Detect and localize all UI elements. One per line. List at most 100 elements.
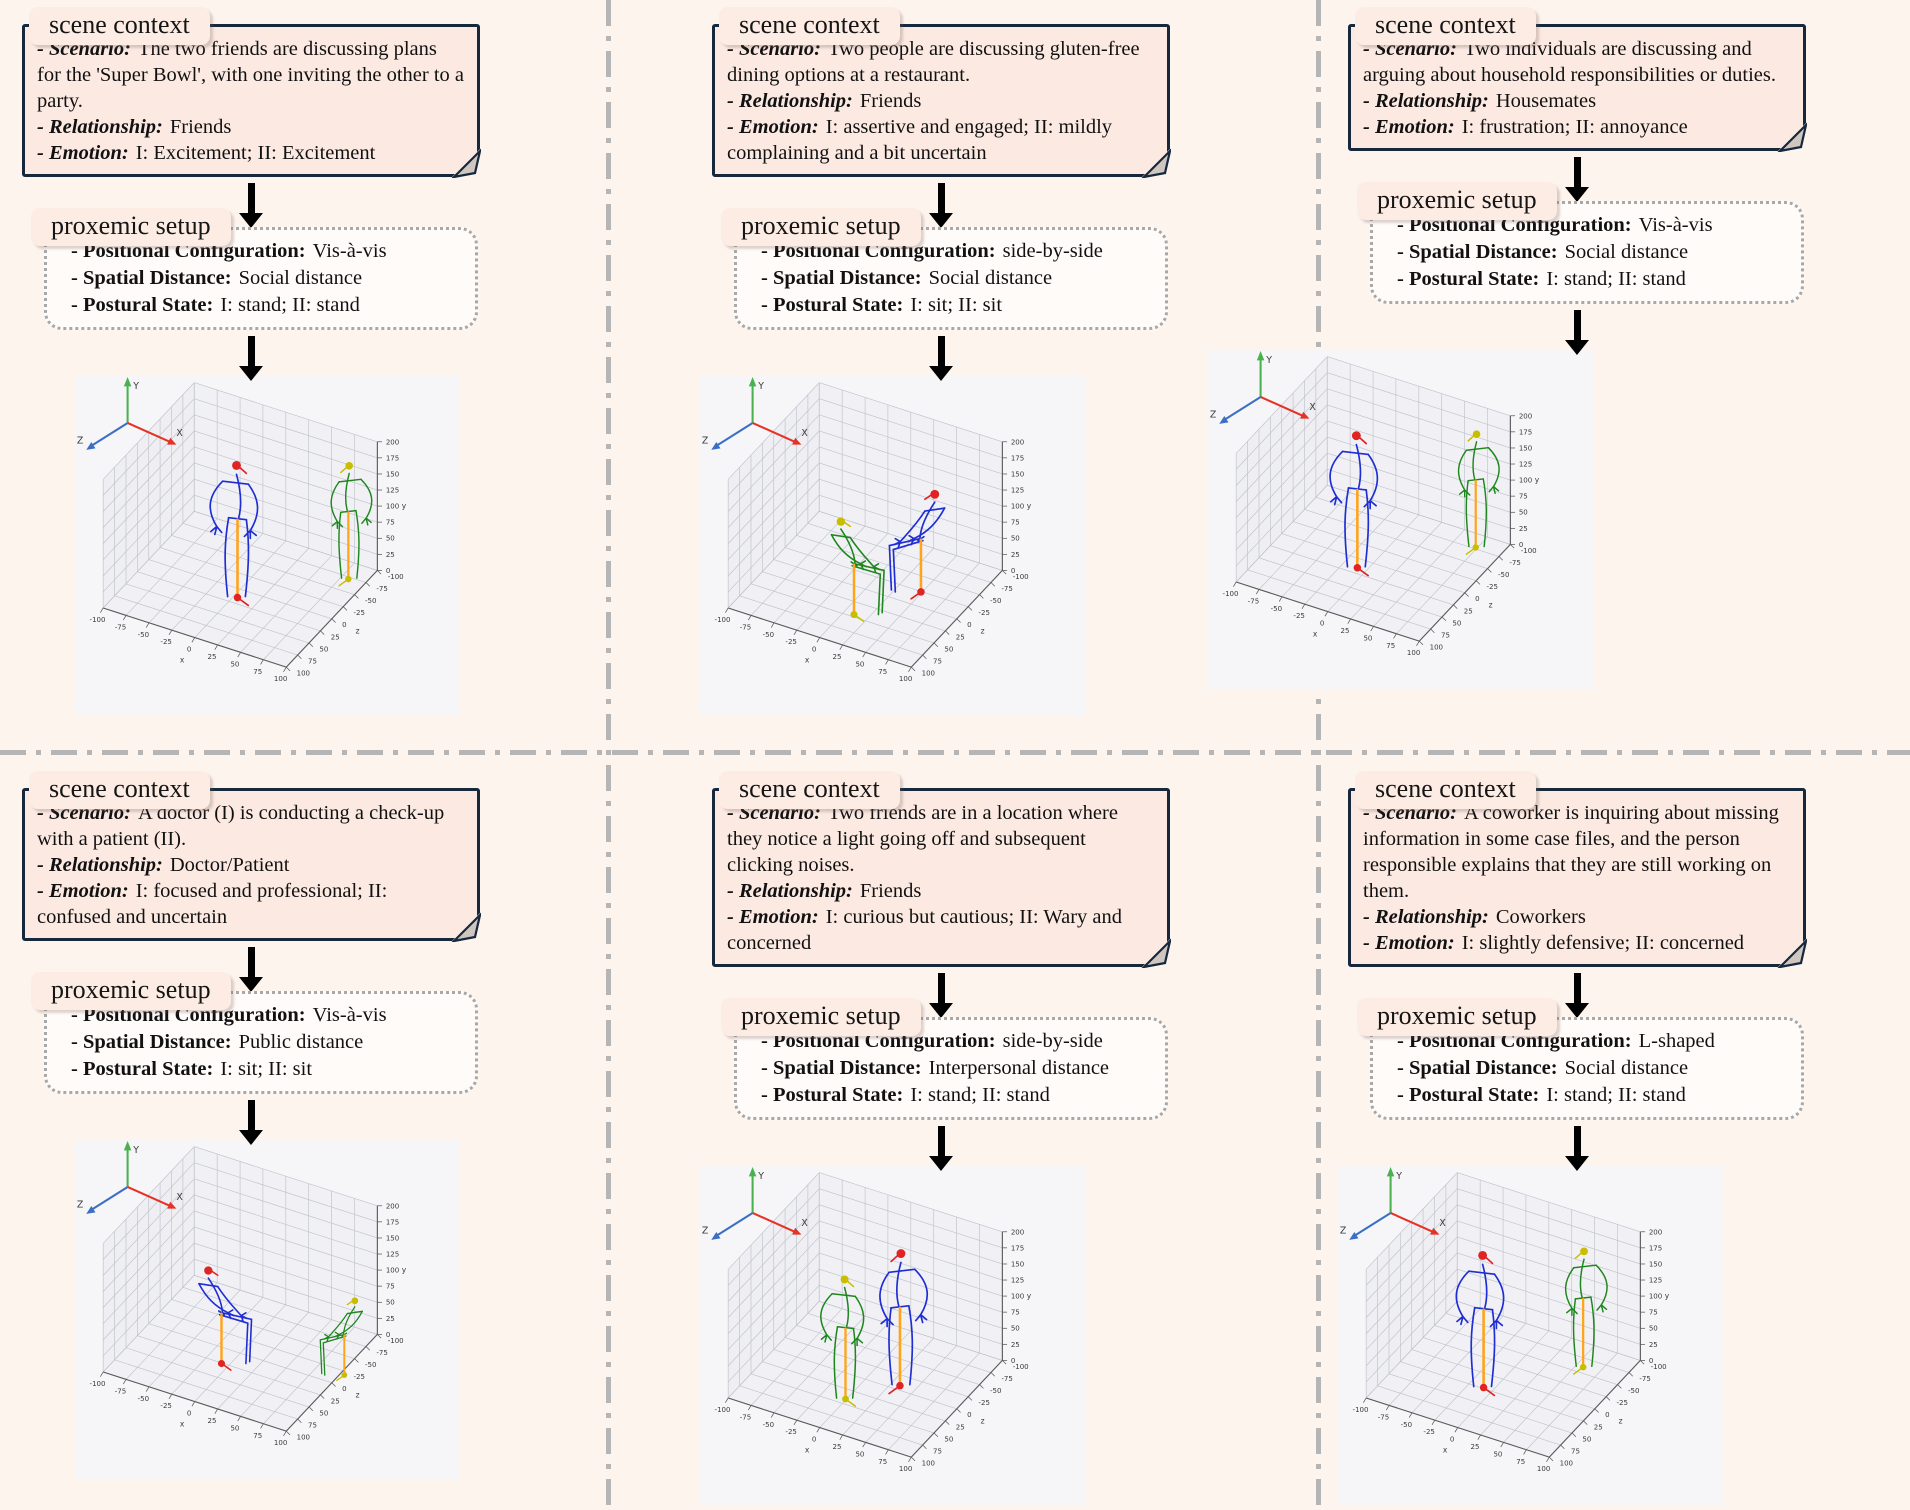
scene-panel: scene context - Scenario: Two people are … xyxy=(700,2,1171,716)
folded-corner-icon xyxy=(1141,148,1171,178)
distance-text: Social distance xyxy=(928,267,1053,289)
svg-text:-25: -25 xyxy=(1423,1427,1434,1436)
svg-text:Z: Z xyxy=(702,436,708,447)
distance-row: - Spatial Distance: Social distance xyxy=(71,265,469,292)
emotion-text: I: frustration; II: annoyance xyxy=(1461,116,1688,138)
folded-corner-icon xyxy=(451,148,481,178)
emotion-label: - Emotion: xyxy=(37,880,129,902)
relationship-text: Coworkers xyxy=(1495,906,1586,928)
svg-text:X: X xyxy=(801,428,808,439)
positional-text: side-by-side xyxy=(1002,1030,1103,1052)
svg-text:50: 50 xyxy=(1582,1434,1591,1443)
scene-context-body: - Scenario: Two people are discussing glu… xyxy=(727,36,1155,166)
postural-text: I: stand; II: stand xyxy=(910,1084,1050,1106)
svg-text:-100: -100 xyxy=(90,1379,106,1388)
scene-context-box: scene context - Scenario: Two people are … xyxy=(712,7,1171,178)
svg-text:125: 125 xyxy=(1011,486,1024,495)
distance-label: - Spatial Distance: xyxy=(1397,1057,1558,1079)
svg-text:z: z xyxy=(1619,1416,1623,1425)
svg-text:50: 50 xyxy=(855,659,864,668)
svg-text:-50: -50 xyxy=(1628,1386,1639,1395)
row-separator xyxy=(0,750,1910,755)
column-separator xyxy=(1316,0,1321,1510)
svg-text:100: 100 xyxy=(274,1438,287,1447)
down-arrow-icon xyxy=(247,1100,255,1130)
scenario-row: - Scenario: The two friends are discussin… xyxy=(37,36,465,114)
svg-text:Y: Y xyxy=(1265,355,1272,366)
svg-text:75: 75 xyxy=(1441,630,1450,639)
scene-context-tab: scene context xyxy=(29,7,210,45)
svg-text:0: 0 xyxy=(967,620,971,629)
svg-text:-75: -75 xyxy=(1001,1374,1012,1383)
relationship-text: Friends xyxy=(859,880,922,902)
svg-text:x: x xyxy=(180,655,185,664)
svg-text:X: X xyxy=(1439,1218,1446,1229)
emotion-row: - Emotion: I: curious but cautious; II: W… xyxy=(727,904,1155,956)
svg-text:y: y xyxy=(402,1265,407,1274)
scene-panel: scene context - Scenario: A doctor (I) is… xyxy=(22,766,481,1480)
svg-text:Z: Z xyxy=(77,436,83,447)
distance-label: - Spatial Distance: xyxy=(71,1031,232,1053)
svg-text:-50: -50 xyxy=(365,1360,376,1369)
svg-text:z: z xyxy=(1489,600,1493,609)
scene-context-body: - Scenario: A doctor (I) is conducting a … xyxy=(37,800,465,930)
svg-text:-100: -100 xyxy=(1013,572,1029,581)
down-arrow-icon xyxy=(937,1126,945,1156)
svg-text:75: 75 xyxy=(1571,1446,1580,1455)
svg-text:-25: -25 xyxy=(160,637,171,646)
svg-text:-50: -50 xyxy=(138,1394,149,1403)
folded-corner-icon xyxy=(451,912,481,942)
distance-text: Social distance xyxy=(1564,241,1689,263)
svg-text:50: 50 xyxy=(1649,1324,1658,1333)
svg-text:150: 150 xyxy=(1011,470,1024,479)
proxemic-setup-tab: proxemic setup xyxy=(721,208,921,246)
down-arrow-icon xyxy=(1573,1126,1581,1156)
postural-row: - Postural State: I: stand; II: stand xyxy=(1397,1082,1795,1109)
positional-text: Vis-à-vis xyxy=(312,240,387,262)
svg-text:100: 100 xyxy=(922,1459,935,1468)
svg-text:0: 0 xyxy=(1649,1356,1653,1365)
svg-text:50: 50 xyxy=(386,1298,395,1307)
svg-text:25: 25 xyxy=(208,652,217,661)
svg-text:100: 100 xyxy=(922,669,935,678)
svg-text:-100: -100 xyxy=(388,572,404,581)
distance-label: - Spatial Distance: xyxy=(71,267,232,289)
relationship-label: - Relationship: xyxy=(37,116,163,138)
svg-text:-25: -25 xyxy=(1487,582,1498,591)
svg-text:50: 50 xyxy=(1011,534,1020,543)
postural-text: I: stand; II: stand xyxy=(1546,268,1686,290)
svg-text:25: 25 xyxy=(833,652,842,661)
postural-text: I: stand; II: stand xyxy=(1546,1084,1686,1106)
svg-text:75: 75 xyxy=(933,1446,942,1455)
svg-text:200: 200 xyxy=(1649,1227,1662,1236)
emotion-label: - Emotion: xyxy=(37,142,129,164)
proxemic-setup-box: proxemic setup - Positional Configuratio… xyxy=(1357,182,1804,304)
svg-text:x: x xyxy=(1443,1445,1448,1454)
svg-text:-75: -75 xyxy=(1378,1412,1389,1421)
svg-text:75: 75 xyxy=(386,1282,395,1291)
pose-3d-plot: -100 -75 -50 -25 0 25 50 75 100 -100 -75 -50 -25 0 25 5… xyxy=(75,376,460,716)
svg-text:100: 100 xyxy=(386,1266,399,1275)
svg-text:-50: -50 xyxy=(365,596,376,605)
postural-label: - Postural State: xyxy=(1397,268,1540,290)
proxemic-setup-tab: proxemic setup xyxy=(1357,998,1557,1036)
svg-text:Y: Y xyxy=(132,381,139,392)
scenario-row: - Scenario: A coworker is inquiring about… xyxy=(1363,800,1791,904)
svg-text:50: 50 xyxy=(319,644,328,653)
emotion-row: - Emotion: I: frustration; II: annoyance xyxy=(1363,114,1791,140)
proxemic-setup-box: proxemic setup - Positional Configuratio… xyxy=(721,998,1168,1120)
emotion-label: - Emotion: xyxy=(727,116,819,138)
scenario-text: A doctor (I) is conducting a check-up wi… xyxy=(37,802,445,850)
pose-3d-plot: -100 -75 -50 -25 0 25 50 75 100 -100 -75 -50 -25 0 25 5… xyxy=(700,376,1085,716)
relationship-label: - Relationship: xyxy=(1363,90,1489,112)
svg-text:25: 25 xyxy=(956,632,965,641)
scenario-text: Two friends are in a location where they… xyxy=(727,802,1118,876)
svg-text:50: 50 xyxy=(1519,508,1528,517)
distance-label: - Spatial Distance: xyxy=(761,267,922,289)
distance-text: Social distance xyxy=(1564,1057,1689,1079)
svg-text:25: 25 xyxy=(1341,626,1350,635)
scene-context-tab: scene context xyxy=(1355,7,1536,45)
svg-text:175: 175 xyxy=(1519,427,1532,436)
svg-text:0: 0 xyxy=(812,645,816,654)
scene-panel: scene context - Scenario: Two friends are… xyxy=(700,766,1171,1506)
